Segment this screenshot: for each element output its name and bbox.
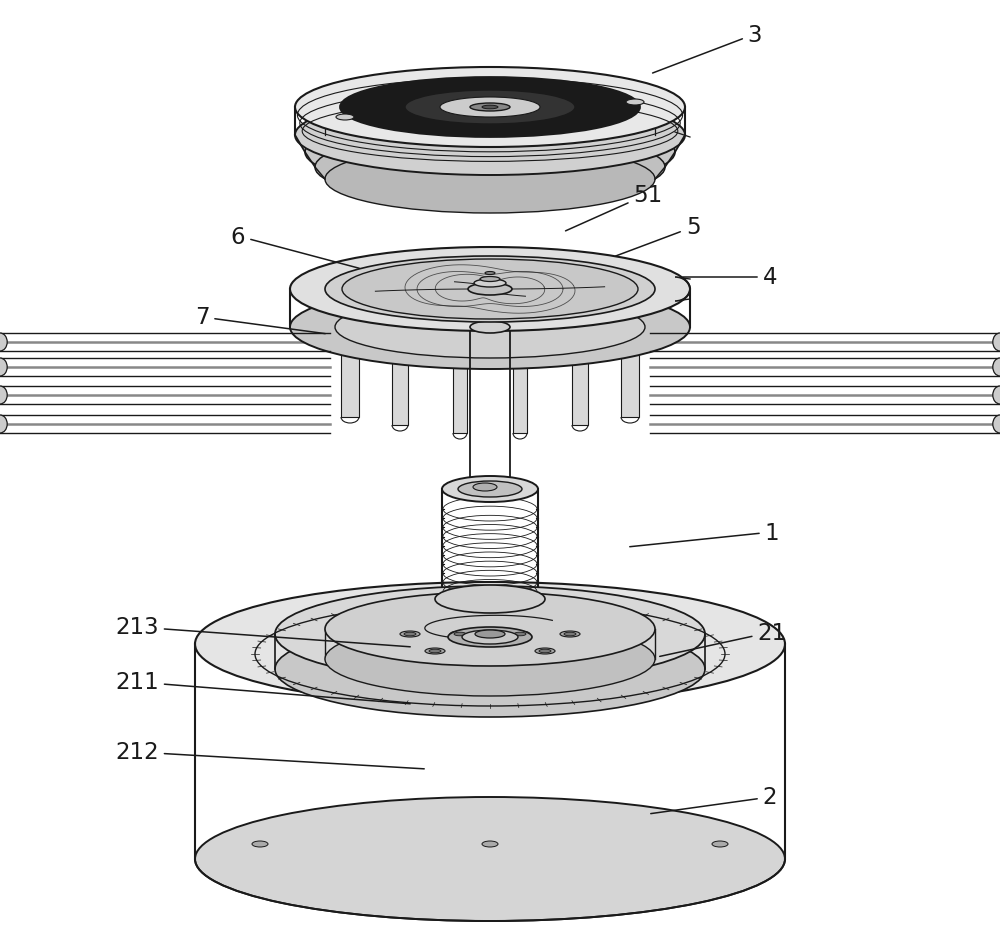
Ellipse shape <box>450 631 470 637</box>
Text: 3: 3 <box>653 23 762 74</box>
Ellipse shape <box>514 633 526 636</box>
Ellipse shape <box>458 481 522 497</box>
Ellipse shape <box>626 100 644 106</box>
Polygon shape <box>453 328 467 433</box>
Ellipse shape <box>482 841 498 847</box>
Ellipse shape <box>993 333 1000 352</box>
Ellipse shape <box>482 106 498 110</box>
Ellipse shape <box>712 841 728 847</box>
Ellipse shape <box>340 78 640 138</box>
Ellipse shape <box>454 633 466 636</box>
Ellipse shape <box>195 582 785 707</box>
Ellipse shape <box>510 631 530 637</box>
Ellipse shape <box>435 585 545 613</box>
Text: 5: 5 <box>616 216 700 256</box>
Text: 51: 51 <box>566 183 663 231</box>
Text: 2: 2 <box>651 785 777 813</box>
Text: 1: 1 <box>630 521 779 548</box>
Ellipse shape <box>305 115 675 191</box>
Ellipse shape <box>473 484 497 491</box>
Ellipse shape <box>435 610 545 638</box>
Ellipse shape <box>315 132 665 204</box>
Ellipse shape <box>275 622 705 717</box>
Polygon shape <box>341 328 359 417</box>
Ellipse shape <box>0 387 7 404</box>
Ellipse shape <box>195 797 785 921</box>
Ellipse shape <box>539 650 551 653</box>
Polygon shape <box>572 328 588 426</box>
Ellipse shape <box>400 631 420 637</box>
Text: 21: 21 <box>660 621 787 657</box>
Ellipse shape <box>275 586 705 682</box>
Polygon shape <box>621 328 639 417</box>
Ellipse shape <box>0 416 7 433</box>
Text: 211: 211 <box>115 671 410 704</box>
Ellipse shape <box>993 416 1000 433</box>
Ellipse shape <box>448 627 532 648</box>
Ellipse shape <box>468 284 512 296</box>
Ellipse shape <box>336 115 354 121</box>
Ellipse shape <box>252 841 268 847</box>
Text: 6: 6 <box>231 226 359 269</box>
Ellipse shape <box>993 387 1000 404</box>
Polygon shape <box>513 328 527 433</box>
Ellipse shape <box>325 592 655 666</box>
Ellipse shape <box>560 631 580 637</box>
Ellipse shape <box>993 358 1000 376</box>
Ellipse shape <box>290 248 690 331</box>
Ellipse shape <box>425 649 445 654</box>
Ellipse shape <box>325 622 655 696</box>
Ellipse shape <box>470 481 510 493</box>
Ellipse shape <box>475 630 505 638</box>
Ellipse shape <box>405 91 575 124</box>
Text: 212: 212 <box>115 740 424 769</box>
Ellipse shape <box>325 256 655 323</box>
Text: 213: 213 <box>115 616 410 647</box>
Ellipse shape <box>480 277 500 282</box>
Ellipse shape <box>295 95 685 176</box>
Ellipse shape <box>342 259 638 320</box>
Ellipse shape <box>0 358 7 376</box>
Ellipse shape <box>404 633 416 636</box>
Text: 4: 4 <box>683 266 777 289</box>
Ellipse shape <box>335 297 645 358</box>
Polygon shape <box>392 328 408 426</box>
Ellipse shape <box>429 650 441 653</box>
Ellipse shape <box>442 476 538 503</box>
Ellipse shape <box>470 104 510 112</box>
Ellipse shape <box>462 630 518 644</box>
Ellipse shape <box>0 333 7 352</box>
Ellipse shape <box>564 633 576 636</box>
Ellipse shape <box>474 280 506 287</box>
Ellipse shape <box>325 146 655 213</box>
Ellipse shape <box>535 649 555 654</box>
Ellipse shape <box>295 68 685 148</box>
Ellipse shape <box>290 285 690 370</box>
Ellipse shape <box>470 322 510 333</box>
Text: 7: 7 <box>195 306 325 334</box>
Ellipse shape <box>485 272 495 275</box>
Ellipse shape <box>440 98 540 118</box>
